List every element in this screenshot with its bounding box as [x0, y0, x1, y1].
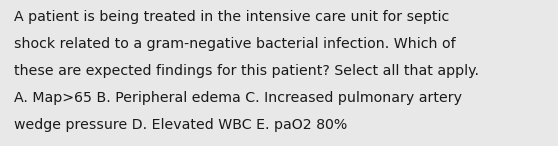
Text: A. Map>65 B. Peripheral edema C. Increased pulmonary artery: A. Map>65 B. Peripheral edema C. Increas…: [14, 91, 462, 105]
Text: shock related to a gram-negative bacterial infection. Which of: shock related to a gram-negative bacteri…: [14, 37, 455, 51]
Text: A patient is being treated in the intensive care unit for septic: A patient is being treated in the intens…: [14, 10, 449, 24]
Text: these are expected findings for this patient? Select all that apply.: these are expected findings for this pat…: [14, 64, 479, 78]
Text: wedge pressure D. Elevated WBC E. paO2 80%: wedge pressure D. Elevated WBC E. paO2 8…: [14, 118, 347, 132]
